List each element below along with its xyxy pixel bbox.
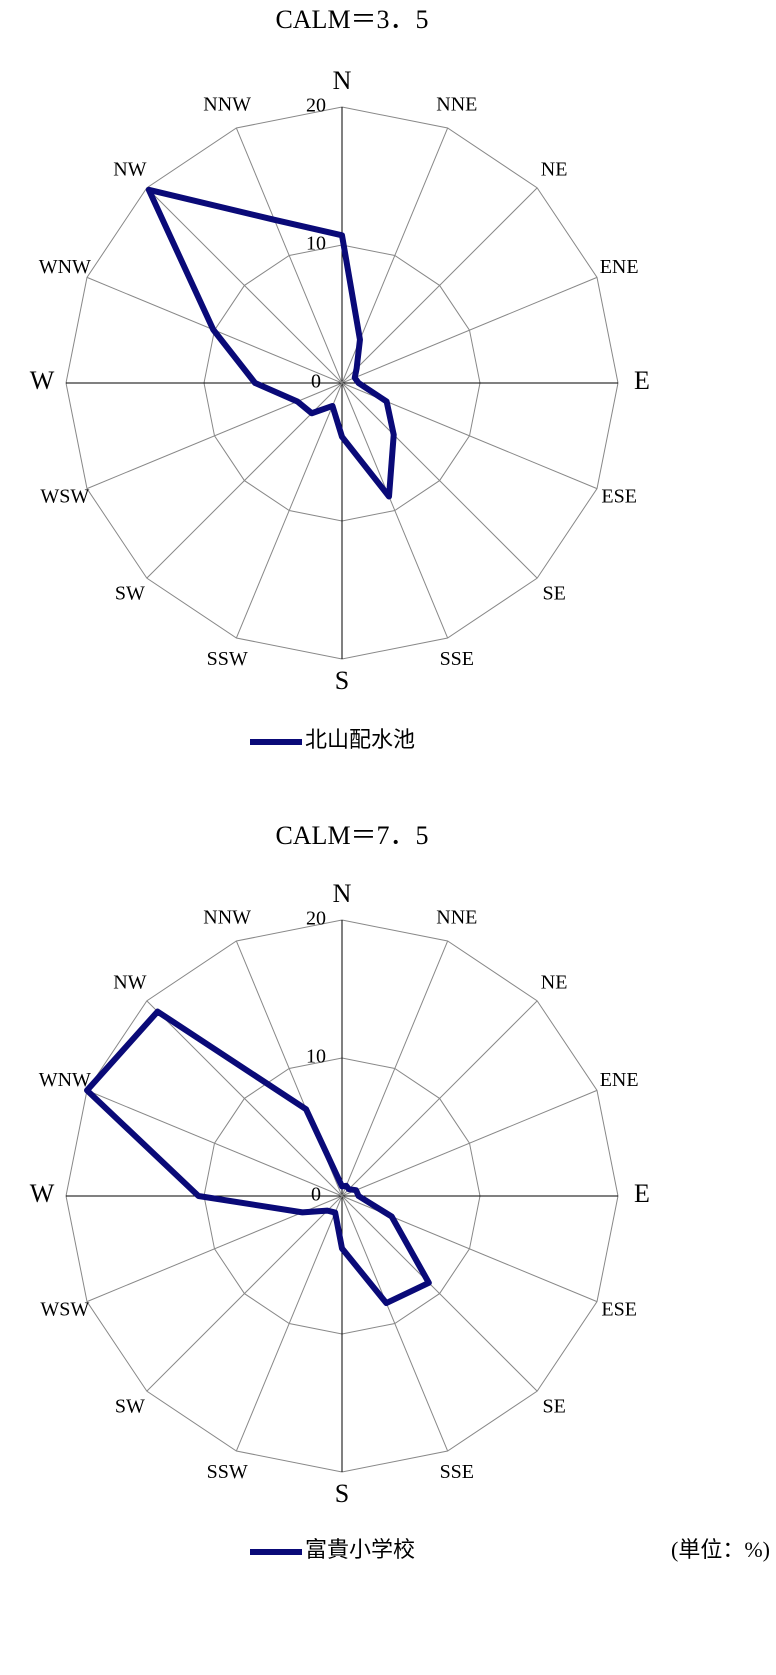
direction-label: N bbox=[333, 879, 352, 908]
direction-label: NNW bbox=[203, 93, 251, 115]
series-line bbox=[145, 186, 397, 500]
direction-label: W bbox=[30, 1179, 55, 1208]
spoke bbox=[341, 382, 538, 579]
direction-label: NNE bbox=[436, 906, 477, 928]
spoke bbox=[146, 1000, 343, 1197]
direction-label: W bbox=[30, 366, 55, 395]
spoke bbox=[235, 382, 343, 639]
unit-note: (単位：%) bbox=[671, 1537, 770, 1562]
direction-label: E bbox=[634, 366, 650, 395]
direction-label: SSE bbox=[440, 648, 474, 670]
direction-label: ENE bbox=[600, 256, 639, 278]
direction-label: ESE bbox=[601, 485, 637, 507]
spoke bbox=[235, 1195, 343, 1452]
r-tick-label: 0 bbox=[311, 1184, 321, 1206]
spoke bbox=[146, 382, 343, 579]
r-tick-label: 20 bbox=[306, 908, 326, 930]
r-tick-label: 10 bbox=[306, 233, 326, 255]
direction-label: SSE bbox=[440, 1461, 474, 1483]
direction-label: N bbox=[333, 66, 352, 95]
direction-label: NW bbox=[113, 158, 146, 180]
r-tick-label: 20 bbox=[306, 95, 326, 117]
chart-title: CALM＝3．5 bbox=[275, 5, 428, 34]
legend-label: 富貴小学校 bbox=[305, 1537, 415, 1562]
direction-label: SSW bbox=[207, 648, 248, 670]
spoke bbox=[341, 1195, 449, 1452]
direction-label: WNW bbox=[39, 256, 91, 278]
direction-label: SE bbox=[542, 1396, 565, 1418]
r-tick-label: 10 bbox=[306, 1046, 326, 1068]
spoke bbox=[235, 127, 343, 384]
direction-label: WSW bbox=[40, 1298, 89, 1320]
spoke bbox=[341, 940, 449, 1197]
direction-label: WSW bbox=[40, 485, 89, 507]
spoke bbox=[341, 1000, 538, 1197]
chart-title: CALM＝7．5 bbox=[275, 821, 428, 850]
direction-label: NW bbox=[113, 971, 146, 993]
direction-label: SW bbox=[115, 1396, 145, 1418]
direction-label: ENE bbox=[600, 1069, 639, 1091]
direction-label: NNW bbox=[203, 906, 251, 928]
direction-label: E bbox=[634, 1179, 650, 1208]
series-line bbox=[84, 1008, 432, 1307]
spoke bbox=[341, 382, 449, 639]
spoke bbox=[146, 187, 343, 384]
direction-label: WNW bbox=[39, 1069, 91, 1091]
direction-label: S bbox=[335, 666, 349, 695]
direction-label: S bbox=[335, 1479, 349, 1508]
spoke bbox=[86, 1089, 343, 1197]
direction-label: SE bbox=[542, 583, 565, 605]
spoke bbox=[341, 276, 598, 384]
direction-label: SSW bbox=[207, 1461, 248, 1483]
spoke bbox=[86, 382, 343, 490]
spoke bbox=[146, 1195, 343, 1392]
direction-label: ESE bbox=[601, 1298, 637, 1320]
r-tick-label: 0 bbox=[311, 371, 321, 393]
spoke bbox=[341, 187, 538, 384]
direction-label: NE bbox=[541, 158, 568, 180]
legend-label: 北山配水池 bbox=[305, 727, 415, 752]
direction-label: NE bbox=[541, 971, 568, 993]
direction-label: SW bbox=[115, 583, 145, 605]
spoke bbox=[341, 1195, 538, 1392]
direction-label: NNE bbox=[436, 93, 477, 115]
spoke bbox=[341, 1089, 598, 1197]
